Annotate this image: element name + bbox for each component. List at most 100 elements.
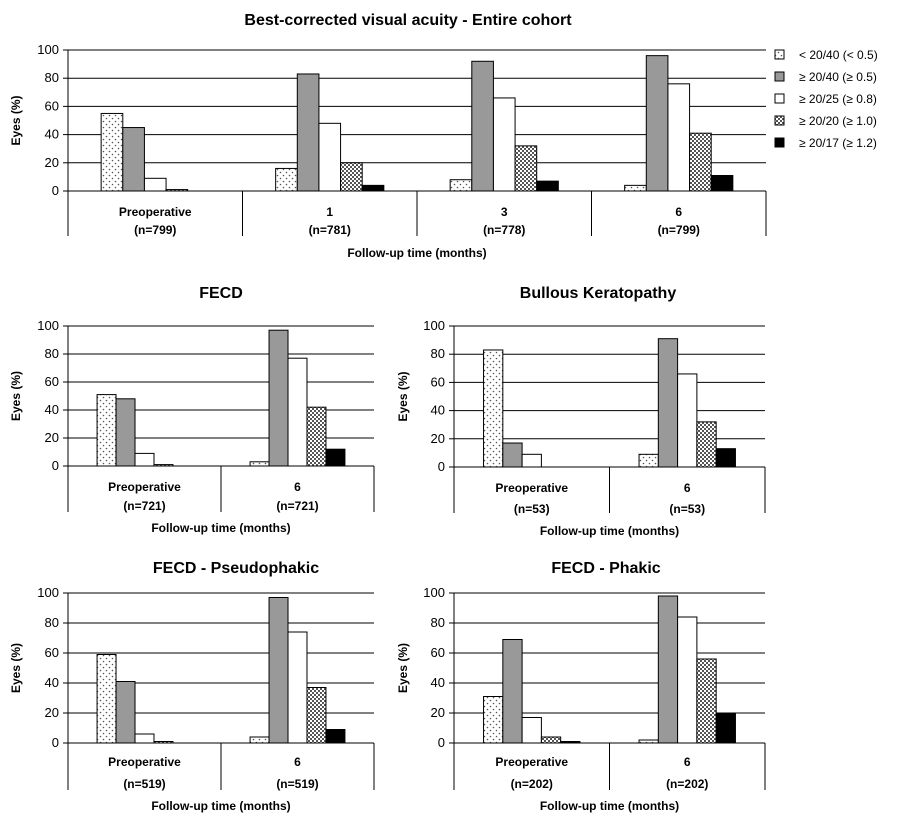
bar (275, 167, 298, 192)
x-category-label: 6 (294, 480, 301, 494)
y-tick-label: 100 (37, 318, 59, 333)
bar (325, 448, 346, 467)
x-category-count: (n=202) (511, 777, 553, 791)
x-category-label: 6 (684, 481, 691, 495)
x-category-label: 6 (675, 205, 682, 219)
bar (134, 452, 155, 467)
y-tick-label: 80 (45, 70, 59, 85)
chart-title: FECD - Pseudophakic (153, 560, 319, 577)
chart-panel: FECD - Phakic 0 20 40 60 80 100 Preoperative (n=… (396, 560, 766, 813)
bar (689, 132, 712, 192)
bar (710, 174, 734, 192)
bar (715, 712, 736, 744)
y-tick-label: 0 (438, 459, 445, 474)
bar (492, 97, 516, 192)
y-tick-label: 100 (423, 318, 445, 333)
y-axis-label: Eyes (%) (396, 371, 410, 421)
y-tick-label: 20 (45, 430, 59, 445)
y-axis-label: Eyes (%) (9, 371, 23, 421)
bar (657, 338, 679, 468)
chart-title: FECD (199, 285, 243, 302)
bar (540, 736, 562, 744)
bar (115, 398, 136, 467)
legend-label: ≥ 20/25 (≥ 0.8) (799, 92, 877, 106)
y-tick-label: 0 (52, 735, 59, 750)
y-tick-label: 80 (45, 346, 59, 361)
x-category-count: (n=799) (134, 223, 176, 237)
y-tick-label: 40 (45, 675, 59, 690)
y-tick-label: 60 (431, 374, 445, 389)
bar (514, 145, 538, 192)
x-category-label: Preoperative (108, 755, 181, 769)
bar (340, 162, 363, 192)
bar (471, 60, 494, 192)
bar (287, 631, 308, 744)
y-tick-label: 0 (52, 458, 59, 473)
y-tick-label: 20 (431, 705, 445, 720)
y-tick-label: 20 (45, 155, 59, 170)
legend-swatch (774, 49, 785, 60)
bar (361, 184, 385, 192)
bar (521, 453, 542, 468)
x-axis-label: Follow-up time (months) (540, 524, 679, 538)
legend: < 20/40 (< 0.5) ≥ 20/40 (≥ 0.5) ≥ 20/25 (≥… (774, 48, 878, 150)
y-tick-label: 60 (45, 374, 59, 389)
bar (96, 654, 117, 744)
x-category-count: (n=53) (514, 502, 550, 516)
bar (536, 180, 559, 192)
x-category-count: (n=202) (666, 777, 708, 791)
legend-label: ≥ 20/40 (≥ 0.5) (799, 70, 877, 84)
chart-panel: Best-corrected visual acuity - Entire co… (9, 12, 767, 260)
bar (638, 453, 659, 468)
legend-label: < 20/40 (< 0.5) (799, 48, 878, 62)
x-category-count: (n=781) (309, 223, 351, 237)
bar (483, 349, 504, 468)
y-tick-label: 80 (45, 615, 59, 630)
legend-label: ≥ 20/17 (≥ 1.2) (799, 136, 877, 150)
bar (677, 373, 698, 468)
x-axis-label: Follow-up time (months) (540, 799, 679, 813)
x-category-count: (n=799) (658, 223, 700, 237)
y-tick-label: 20 (45, 705, 59, 720)
legend-swatch (774, 71, 785, 82)
legend-swatch (774, 137, 785, 148)
bar (318, 122, 342, 192)
x-category-label: Preoperative (495, 481, 568, 495)
chart-title: FECD - Phakic (551, 560, 660, 577)
legend-swatch (774, 115, 785, 126)
y-tick-label: 20 (431, 431, 445, 446)
bar (122, 127, 145, 192)
bar (667, 83, 691, 192)
bar (449, 179, 473, 192)
chart-panel: FECD 0 20 40 60 80 100 Preoperative (n=721) 6 (n=7… (9, 285, 375, 535)
bar (696, 658, 717, 744)
x-category-label: Preoperative (119, 205, 192, 219)
y-tick-label: 40 (431, 403, 445, 418)
y-axis-label: Eyes (%) (396, 643, 410, 693)
x-category-label: 6 (684, 755, 691, 769)
x-category-count: (n=519) (276, 777, 318, 791)
x-category-count: (n=53) (669, 502, 705, 516)
legend-label: ≥ 20/20 (≥ 1.0) (799, 114, 877, 128)
y-tick-label: 0 (438, 735, 445, 750)
y-tick-label: 40 (431, 675, 445, 690)
chart-panel: FECD - Pseudophakic 0 20 40 60 80 100 Preoperat… (9, 560, 375, 813)
bar (306, 406, 327, 467)
y-tick-label: 80 (431, 615, 445, 630)
x-axis-label: Follow-up time (months) (151, 521, 290, 535)
y-tick-label: 80 (431, 346, 445, 361)
bar (306, 687, 327, 744)
x-category-count: (n=778) (483, 223, 525, 237)
bar (96, 394, 117, 467)
charts-layer: Best-corrected visual acuity - Entire co… (9, 12, 767, 813)
bar (143, 177, 167, 192)
y-tick-label: 60 (45, 645, 59, 660)
bar (521, 717, 542, 744)
y-tick-label: 100 (37, 585, 59, 600)
y-tick-label: 0 (52, 183, 59, 198)
bar (115, 681, 136, 744)
y-axis-label: Eyes (%) (9, 95, 23, 145)
x-category-label: 1 (326, 205, 333, 219)
bar (268, 597, 289, 744)
